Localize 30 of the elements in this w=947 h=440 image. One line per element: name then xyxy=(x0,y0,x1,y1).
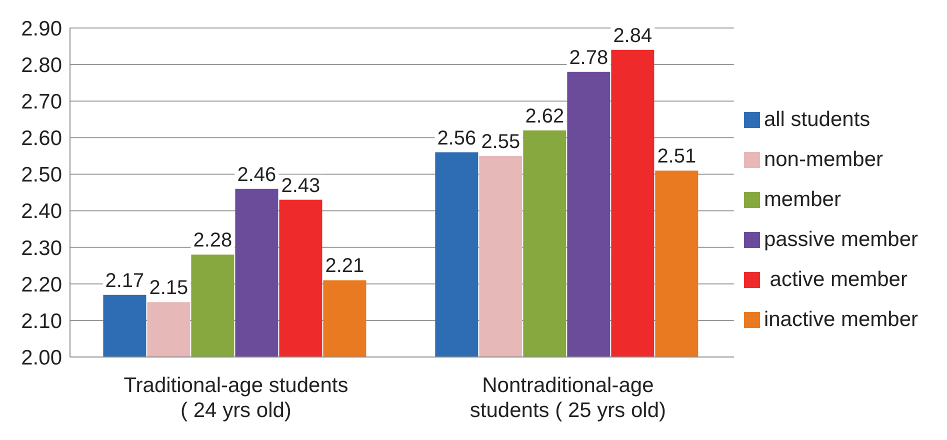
data-label: 2.46 xyxy=(237,164,276,186)
data-label: 2.17 xyxy=(105,270,144,292)
y-tick-label: 2.60 xyxy=(21,127,62,150)
legend-label: active member xyxy=(768,268,908,291)
y-tick-label: 2.10 xyxy=(21,310,62,333)
data-label: 2.78 xyxy=(569,46,608,69)
y-tick-label: 2.90 xyxy=(21,17,62,40)
data-label: 2.15 xyxy=(149,277,188,300)
y-tick-label: 2.50 xyxy=(21,164,62,187)
data-label: 2.51 xyxy=(657,146,696,168)
data-label: 2.62 xyxy=(525,105,564,128)
x-tick-label: Traditional-age students ( 24 yrs old) xyxy=(124,374,348,422)
x-tick-label: Nontraditional-age students ( 25 yrs old) xyxy=(470,374,666,422)
legend-label: all students xyxy=(764,108,870,131)
legend-label: member xyxy=(764,188,841,211)
data-label: 2.84 xyxy=(613,24,652,47)
data-label: 2.55 xyxy=(481,130,520,153)
y-tick-label: 2.80 xyxy=(21,54,62,78)
y-tick-label: 2.00 xyxy=(21,346,62,370)
data-label: 2.43 xyxy=(281,174,320,197)
data-label: 2.21 xyxy=(325,255,364,278)
y-tick-label: 2.20 xyxy=(21,273,62,296)
y-tick-label: 2.70 xyxy=(21,90,62,114)
data-label: 2.56 xyxy=(437,127,476,150)
legend-label: passive member xyxy=(764,228,918,251)
y-tick-label: 2.40 xyxy=(21,200,62,224)
y-tick-label: 2.30 xyxy=(21,236,62,260)
data-label: 2.28 xyxy=(193,230,232,252)
legend-label: non-member xyxy=(764,148,883,171)
legend-label: inactive member xyxy=(764,308,918,331)
